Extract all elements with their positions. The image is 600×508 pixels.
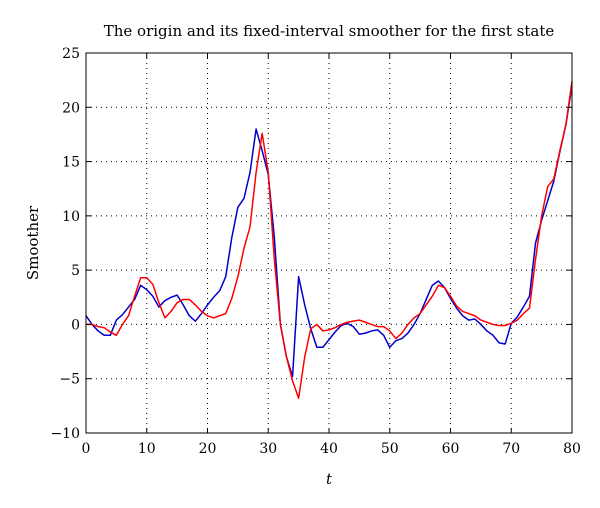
series-line-blue — [85, 85, 573, 378]
y-axis-label: Smoother — [24, 205, 42, 280]
x-tick-label: 0 — [82, 441, 91, 457]
x-tick-label: 80 — [563, 441, 581, 457]
x-tick-label: 10 — [138, 441, 156, 457]
series-layer — [85, 81, 573, 400]
y-tick-label: 10 — [62, 209, 80, 225]
y-tick-label: −10 — [50, 426, 80, 442]
x-tick-label: 30 — [259, 441, 277, 457]
y-tick-label: 15 — [62, 155, 80, 171]
ticks: 0 10 20 30 40 50 60 70 80 −10 −5 0 5 10 15 20 25 — [50, 46, 580, 457]
y-tick-label: 20 — [62, 100, 80, 116]
y-tick-label: 0 — [71, 317, 80, 333]
grid — [86, 53, 572, 433]
x-tick-label: 60 — [442, 441, 460, 457]
series-line-red — [86, 81, 573, 400]
y-tick-label: −5 — [59, 372, 80, 388]
x-tick-label: 40 — [320, 441, 338, 457]
x-axis-label: t — [326, 470, 333, 488]
y-tick-label: 25 — [62, 46, 80, 62]
y-tick-label: 5 — [71, 263, 80, 279]
x-tick-label: 20 — [199, 441, 217, 457]
x-tick-label: 70 — [502, 441, 520, 457]
chart-title: The origin and its fixed-interval smooth… — [104, 22, 555, 40]
x-tick-label: 50 — [381, 441, 399, 457]
